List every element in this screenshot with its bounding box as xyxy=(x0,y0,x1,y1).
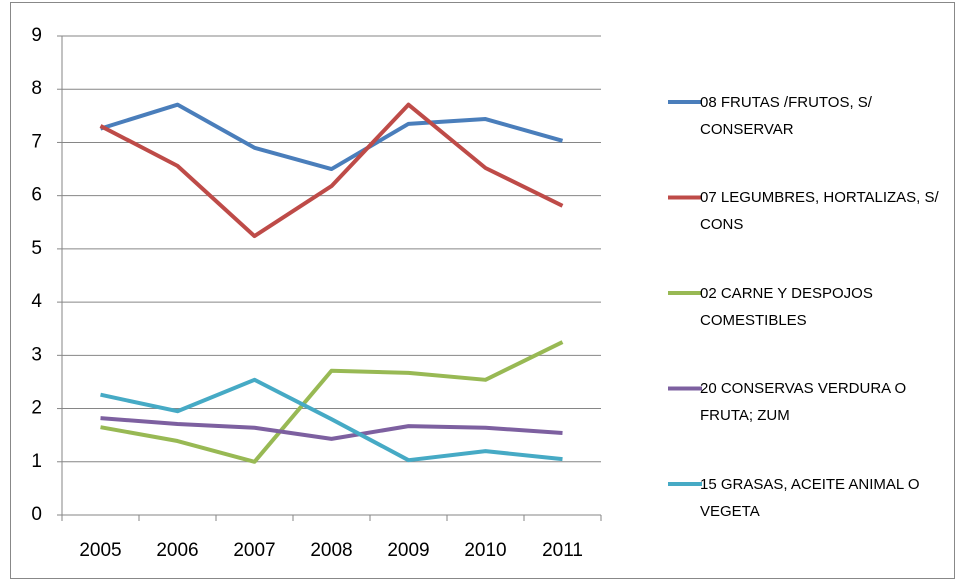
series-line xyxy=(99,102,564,239)
x-tick-label: 2007 xyxy=(233,540,275,561)
legend-label: 08 FRUTAS /FRUTOS, S/ CONSERVAR xyxy=(700,93,872,138)
x-tick-label: 2005 xyxy=(79,540,121,561)
legend-label: 20 CONSERVAS VERDURA O FRUTA; ZUM xyxy=(700,380,907,424)
y-tick-label: 9 xyxy=(31,25,42,46)
series-line xyxy=(100,377,563,463)
x-tick-label: 2010 xyxy=(464,540,506,561)
legend-label: 15 GRASAS, ACEITE ANIMAL O VEGETA xyxy=(700,475,920,520)
y-tick-label: 6 xyxy=(31,185,42,206)
y-tick-label: 4 xyxy=(31,291,42,312)
y-tick-label: 8 xyxy=(31,78,42,99)
y-tick-label: 1 xyxy=(31,451,42,472)
y-tick-label: 0 xyxy=(31,504,42,525)
x-tick-label: 2011 xyxy=(542,540,583,561)
y-tick-label: 2 xyxy=(31,398,42,419)
series-line xyxy=(100,340,564,464)
x-tick-label: 2009 xyxy=(387,540,429,561)
y-tick-label: 3 xyxy=(31,344,42,365)
x-tick-label: 2006 xyxy=(156,540,198,561)
x-tick-label: 2008 xyxy=(310,540,352,561)
legend-label: 02 CARNE Y DESPOJOS COMESTIBLES xyxy=(700,284,873,329)
y-tick-label: 7 xyxy=(31,131,42,152)
series-line xyxy=(100,416,563,441)
y-tick-label: 5 xyxy=(31,238,42,259)
series-line xyxy=(99,102,564,172)
legend-label: 07 LEGUMBRES, HORTALIZAS, S/ CONS xyxy=(700,189,939,233)
chart-border xyxy=(10,2,955,579)
